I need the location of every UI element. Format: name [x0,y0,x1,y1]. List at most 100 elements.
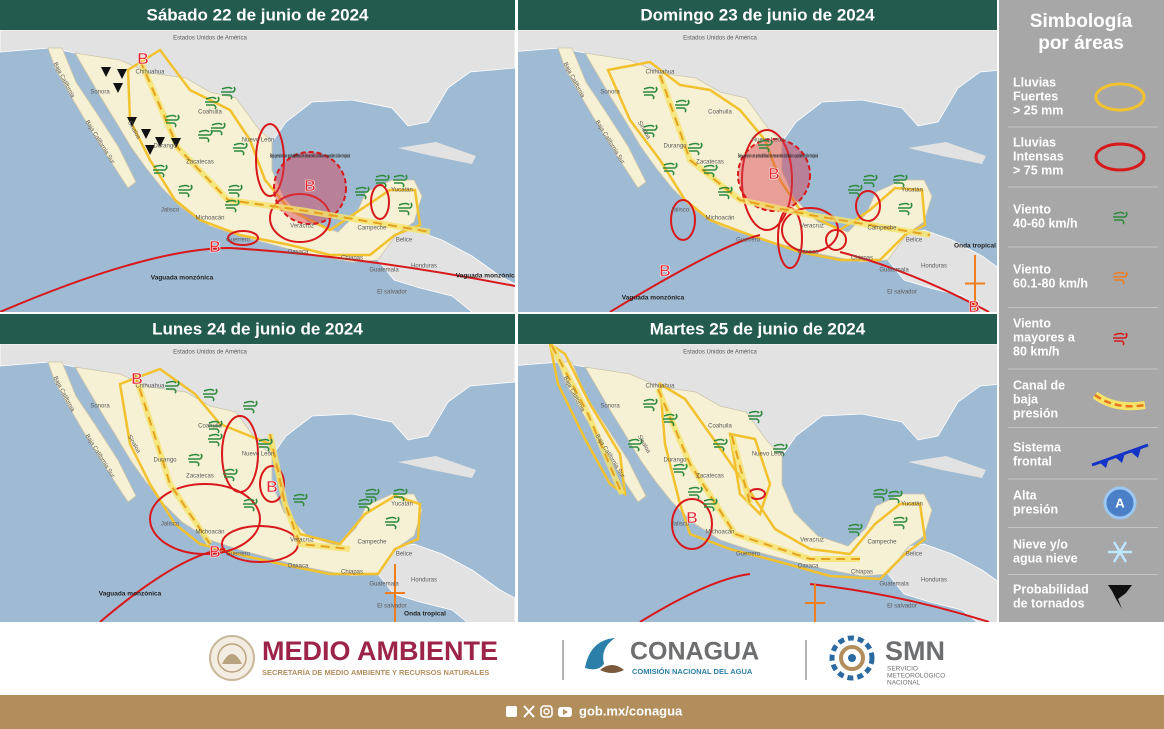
wind-icon [208,420,223,434]
legend-label: presión [1013,406,1058,420]
map-label: Estados Unidos de América [173,36,247,42]
smn-subtitle-line: NACIONAL [887,680,921,687]
wind-icon [688,142,703,156]
legend-icon [1115,453,1125,463]
wind-icon [675,99,690,113]
map-label: Durango [663,144,687,150]
legend-label: agua nieve [1013,551,1078,565]
intense-rain-area [255,123,285,197]
legend-icon [1108,585,1132,609]
wind-icon [205,96,220,110]
map-label: Durango [153,458,177,464]
land [908,142,986,164]
legend-title: Simbología [1030,11,1133,32]
map-label: Guerrero [736,238,761,244]
map-label: Coahuila [708,424,732,430]
map-label: Chihuahua [135,384,165,390]
forecast-panel: Lunes 24 de junio de 2024 Estados Unidos … [0,314,515,622]
map: Estados Unidos de América Sonora Chihuahua… [518,30,997,312]
legend-label: frontal [1013,454,1052,468]
wind-icon [848,184,863,198]
map-label: Nuevo León [242,138,274,144]
mexico [47,361,137,503]
conagua-emblem [585,638,624,673]
legend-icon-text: A [1115,495,1125,510]
map-label: Durango [153,144,177,150]
legend-title: por áreas [1038,33,1124,54]
map-label: Chiapas [851,570,873,576]
legend-label: baja [1013,392,1039,406]
heavy-rain-area [126,48,422,257]
legend-label: Sistema [1013,440,1062,454]
map-label: Guatemala [879,268,909,274]
heavy-rain-area [548,344,627,497]
map-label: Jalisco [161,208,180,214]
map-label: Yucatán [391,188,413,194]
smn-name: SMN [885,636,945,666]
map-label: Zacatecas [696,160,724,166]
wind-icon [375,174,390,188]
wind-icon [718,186,733,200]
map-label: Chihuahua [645,384,675,390]
wind-icon [203,388,218,402]
wind-icon [355,186,370,200]
footer-link[interactable]: gob.mx/conagua [579,703,683,718]
tornado-icon [145,145,155,155]
panel-title: Martes 25 de junio de 2024 [650,319,866,338]
mexico [47,47,137,189]
panel-title-bar [0,314,515,344]
map-label: Belice [906,552,923,558]
conagua-name: CONAGUA [630,638,759,666]
legend-background [999,0,1164,622]
legend-label: 80 km/h [1013,344,1060,358]
smn-subtitle-line: METEOROLÓGICO [887,671,945,680]
map-label: Yucatán [391,502,413,508]
map-label: Chiapas [851,256,873,262]
low-pressure-area [737,138,811,212]
panel-title: Sábado 22 de junio de 2024 [146,5,369,24]
map-label: Jalisco [671,208,690,214]
wind-icon [748,410,763,424]
wind-icon [663,162,678,176]
map-label: Belice [396,552,413,558]
wind-icon [628,438,643,452]
legend-icon [1108,541,1132,563]
wind-icon [393,174,408,188]
map: Estados Unidos de América Sonora Chihuahua… [0,344,515,622]
map-label: Nuevo León [752,452,784,458]
map-label: Estados Unidos de América [173,350,247,356]
wind-icon [703,498,718,512]
map-label: Sonora [600,404,620,410]
legend-label: mayores a [1013,330,1076,344]
legend-label: Viento [1013,316,1051,330]
conagua-subtitle: COMISIÓN NACIONAL DEL AGUA [632,667,753,676]
intense-rain-area [227,230,259,246]
low-pressure-mark: B [304,178,316,195]
wind-icon [663,413,678,427]
map-label: Michoacán [705,216,734,222]
heavy-rain-area [728,432,772,517]
wind-icon [688,486,703,500]
map-label: Zacatecas [186,160,214,166]
legend-label: > 25 mm [1013,103,1063,117]
heavy-rain-area [606,60,927,262]
low-pressure-mark: B [137,51,149,68]
social-icons[interactable] [506,705,572,718]
monsoon-trough [639,573,990,622]
map-label: Yucatán [901,502,923,508]
map-label: Belice [396,238,413,244]
map-label: Durango [663,458,687,464]
annotation: Onda tropical [954,243,996,250]
tornado-icon [117,69,127,79]
low-pressure-mark: B [209,239,221,256]
intense-rain-area [741,129,793,231]
map-content: Estados Unidos de América Sonora Chihuahua… [0,30,515,312]
map-label: Guerrero [736,552,761,558]
wind-icon [358,498,373,512]
map-label: Honduras [411,578,437,584]
wind-icon [178,184,193,198]
panel-title-bar [518,0,997,30]
intense-rain-area [825,229,847,251]
wind-icon [243,400,258,414]
